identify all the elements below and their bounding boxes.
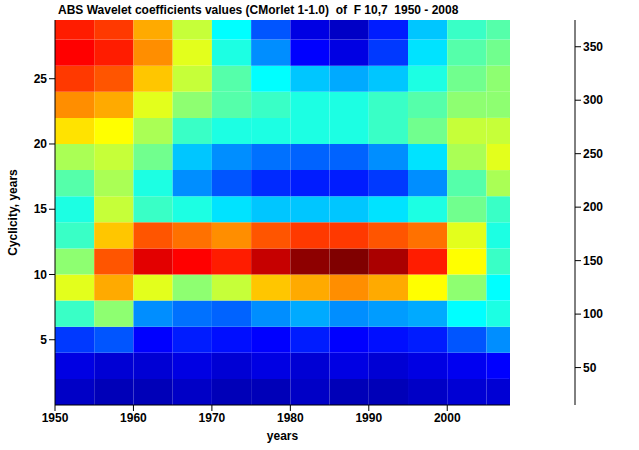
- svg-text:2000: 2000: [434, 411, 461, 425]
- svg-text:350: 350: [583, 40, 603, 54]
- svg-text:1970: 1970: [199, 411, 226, 425]
- svg-text:200: 200: [583, 200, 603, 214]
- svg-text:1950: 1950: [42, 411, 69, 425]
- svg-text:Cyclicity, years: Cyclicity, years: [6, 169, 20, 256]
- svg-text:1960: 1960: [120, 411, 147, 425]
- svg-text:years: years: [267, 429, 299, 443]
- html-text:ABS Wavelet coefficients value: ABS Wavelet coefficients values (CMorlet…: [58, 3, 459, 17]
- svg-text:10: 10: [34, 268, 48, 282]
- svg-text:15: 15: [34, 202, 48, 216]
- svg-text:250: 250: [583, 147, 603, 161]
- svg-text:300: 300: [583, 93, 603, 107]
- svg-text:50: 50: [583, 361, 597, 375]
- svg-text:1980: 1980: [277, 411, 304, 425]
- svg-text:100: 100: [583, 307, 603, 321]
- svg-text:150: 150: [583, 254, 603, 268]
- svg-text:25: 25: [34, 72, 48, 86]
- svg-text:20: 20: [34, 137, 48, 151]
- svg-text:1990: 1990: [355, 411, 382, 425]
- svg-text:5: 5: [40, 333, 47, 347]
